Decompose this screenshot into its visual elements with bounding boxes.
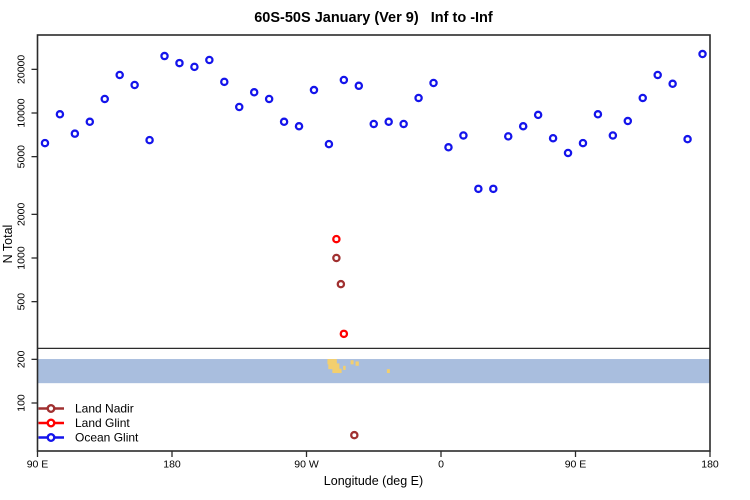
point-ocean-glint <box>160 51 169 61</box>
point-ocean-glint <box>399 119 408 129</box>
point-ocean-glint <box>459 131 468 140</box>
point-ocean-glint <box>429 78 438 88</box>
map-strip-land <box>327 359 337 365</box>
point-ocean-glint <box>249 88 259 97</box>
legend-label: Land Nadir <box>75 402 134 416</box>
legend-marker-circle <box>46 433 56 443</box>
x-axis-tick-label: 90 E <box>27 459 49 471</box>
x-axis-tick-label: 0 <box>438 459 444 471</box>
point-ocean-glint <box>279 117 289 127</box>
point-ocean-glint <box>70 129 80 138</box>
point-ocean-glint <box>354 81 364 91</box>
point-ocean-glint <box>683 134 692 144</box>
point-ocean-glint <box>85 117 95 127</box>
point-ocean-glint <box>40 138 50 148</box>
y-axis-tick-label: 20000 <box>16 55 28 84</box>
point-ocean-glint <box>474 184 483 194</box>
point-ocean-glint <box>175 58 184 68</box>
point-ocean-glint <box>698 49 707 59</box>
point-ocean-glint <box>668 79 677 89</box>
point-ocean-glint <box>444 143 453 152</box>
y-axis-tick-label: 100 <box>16 394 28 412</box>
x-axis-title: Longitude (deg E) <box>323 474 424 488</box>
point-ocean-glint <box>309 85 319 95</box>
plot-border <box>36 34 711 452</box>
point-ocean-glint <box>623 116 633 126</box>
point-ocean-glint <box>264 94 274 104</box>
legend-marker-circle <box>46 418 56 428</box>
point-ocean-glint <box>518 122 528 131</box>
map-strip-land <box>386 369 390 374</box>
point-ocean-glint <box>205 55 214 65</box>
chart-title: 60S-50S January (Ver 9) Inf to -Inf <box>254 10 493 26</box>
point-ocean-glint <box>369 119 378 129</box>
x-axis-tick-label: 180 <box>163 459 181 471</box>
point-ocean-glint <box>115 70 124 80</box>
point-ocean-glint <box>220 77 229 87</box>
map-strip-land <box>328 363 340 370</box>
point-ocean-glint <box>593 110 603 119</box>
y-axis-tick-label: 500 <box>16 293 28 311</box>
point-ocean-glint <box>234 102 244 112</box>
point-ocean-glint <box>55 110 65 119</box>
point-land-nadir <box>336 279 346 289</box>
map-strip-land <box>350 360 354 365</box>
y-axis-tick-label: 5000 <box>16 145 28 169</box>
point-ocean-glint <box>294 122 304 131</box>
map-strip-land <box>343 365 346 370</box>
point-ocean-glint <box>339 75 349 85</box>
point-ocean-glint <box>503 132 513 141</box>
map-strip-land <box>355 361 359 366</box>
y-axis-tick-label: 10000 <box>16 98 28 127</box>
point-land-nadir <box>332 253 341 263</box>
point-ocean-glint <box>489 184 498 194</box>
point-ocean-glint <box>324 139 334 149</box>
point-land-nadir <box>350 430 359 440</box>
point-ocean-glint <box>190 62 199 72</box>
point-land-glint <box>332 234 341 244</box>
map-strip-land <box>332 368 342 374</box>
legend-label: Land Glint <box>75 416 130 430</box>
point-ocean-glint <box>548 133 558 143</box>
y-axis-title: N Total <box>1 224 15 264</box>
point-ocean-glint <box>384 117 393 127</box>
point-ocean-glint <box>533 110 543 120</box>
legend-label: Ocean Glint <box>75 431 139 445</box>
point-ocean-glint <box>145 135 154 145</box>
point-ocean-glint <box>653 70 662 80</box>
point-ocean-glint <box>638 93 648 103</box>
point-ocean-glint <box>130 80 139 90</box>
point-land-glint <box>339 329 349 339</box>
point-ocean-glint <box>100 94 110 104</box>
point-ocean-glint <box>414 93 423 103</box>
x-axis-tick-label: 180 <box>701 459 719 471</box>
y-axis-tick-label: 1000 <box>16 246 28 270</box>
legend-marker-circle <box>46 404 56 414</box>
point-ocean-glint <box>563 148 573 158</box>
map-strip-ocean <box>37 359 710 384</box>
x-axis-tick-label: 90 W <box>294 459 319 471</box>
y-axis-tick-label: 2000 <box>16 203 28 227</box>
point-ocean-glint <box>578 138 588 148</box>
y-axis-tick-label: 200 <box>16 350 28 368</box>
x-axis-tick-label: 90 E <box>565 459 587 471</box>
point-ocean-glint <box>608 131 618 140</box>
